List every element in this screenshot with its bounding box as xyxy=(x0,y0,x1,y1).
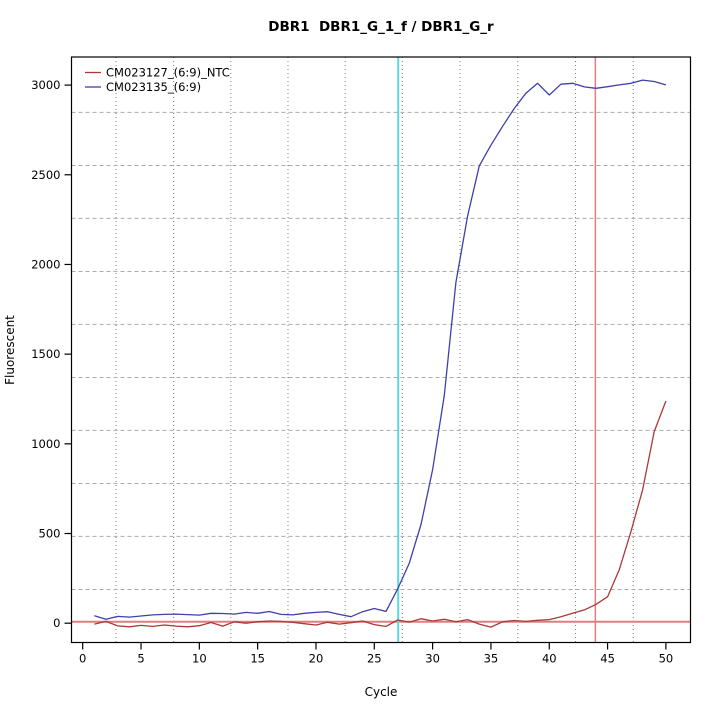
x-tick-label: 30 xyxy=(425,652,440,666)
legend: CM023127_(6:9)_NTC CM023135_(6:9) xyxy=(85,66,230,94)
y-axis-label: Fluorescent xyxy=(3,315,17,385)
y-tick-label: 3000 xyxy=(31,78,60,92)
x-tick-label: 10 xyxy=(192,652,207,666)
horizontal-gridlines xyxy=(71,111,691,590)
x-tick-label: 35 xyxy=(484,652,499,666)
plot-title: DBR1 DBR1_G_1_f / DBR1_G_r xyxy=(268,19,494,35)
x-axis-ticks: 0 5 10 15 20 25 30 35 40 45 50 xyxy=(79,642,674,666)
x-axis-label: Cycle xyxy=(365,685,398,699)
y-tick-label: 1000 xyxy=(31,437,60,451)
x-tick-label: 25 xyxy=(367,652,382,666)
x-tick-label: 45 xyxy=(600,652,615,666)
y-axis-ticks: 0 500 1000 1500 2000 2500 3000 xyxy=(31,78,72,630)
sample-curve xyxy=(94,79,667,620)
x-tick-label: 15 xyxy=(250,652,265,666)
x-tick-label: 40 xyxy=(542,652,557,666)
vertical-gridlines xyxy=(115,57,634,643)
plot-border xyxy=(70,56,692,644)
y-tick-label: 2000 xyxy=(31,257,60,271)
y-tick-label: 500 xyxy=(39,527,61,541)
ntc-curve xyxy=(94,400,667,628)
y-tick-label: 0 xyxy=(53,616,60,630)
x-tick-label: 0 xyxy=(79,652,86,666)
y-tick-label: 2500 xyxy=(31,168,60,182)
x-tick-label: 20 xyxy=(309,652,324,666)
x-tick-label: 50 xyxy=(659,652,674,666)
x-tick-label: 5 xyxy=(137,652,144,666)
legend-label-ntc: CM023127_(6:9)_NTC xyxy=(106,66,230,80)
y-tick-label: 1500 xyxy=(31,347,60,361)
legend-label-sample: CM023135_(6:9) xyxy=(106,80,201,94)
